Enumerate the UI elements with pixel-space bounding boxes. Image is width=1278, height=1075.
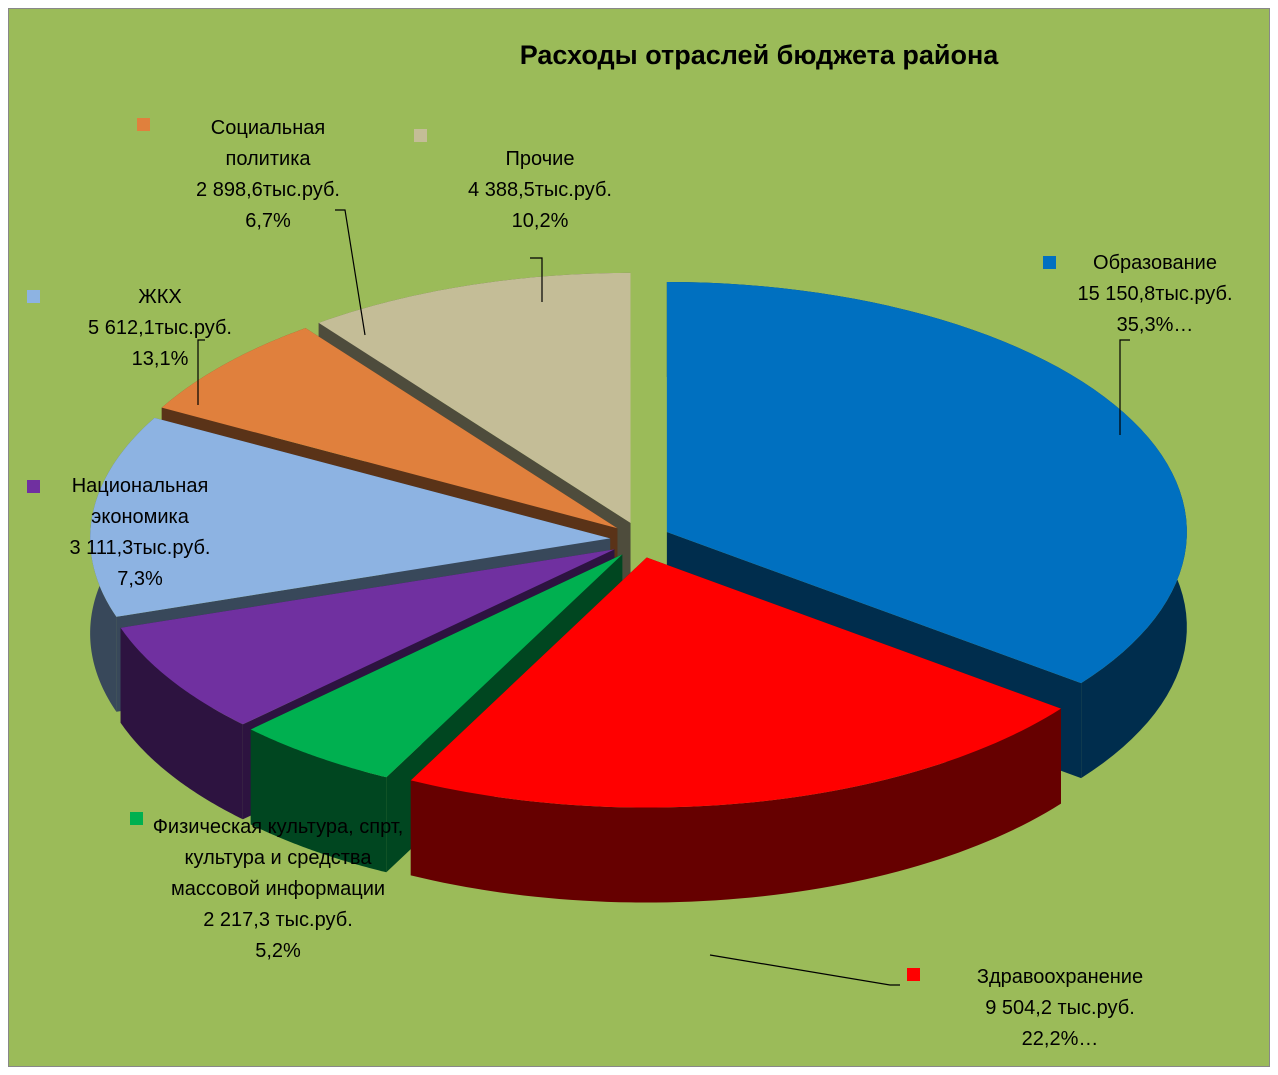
label-name: Образование [1093,252,1217,274]
legend-swatch [414,129,427,142]
slice-side [120,627,243,820]
label-value: 5 612,1тыс.руб. [88,317,232,339]
leader-lines [197,209,1130,986]
label-name: Национальная экономика [71,475,209,528]
leader-line [530,257,543,302]
legend-swatch [27,290,40,303]
chart-title: Расходы отраслей бюджета района [519,40,999,70]
data-label: Прочие 4 388,5тыс.руб. 10,2% [440,144,640,237]
label-percent: 13,1% [131,348,189,370]
label-name: ЖКХ [138,286,182,308]
legend-swatch [137,118,150,131]
label-percent: 35,3%… [1116,314,1194,336]
leader-line [1119,339,1130,435]
data-label: Физическая культура, спрт, культура и ср… [148,812,408,967]
label-name: Социальная политика [210,117,326,170]
slice [666,281,1187,684]
data-label: Здравоохранение 9 504,2 тыс.руб. 22,2%… [950,962,1170,1055]
legend-swatch [27,480,40,493]
label-name: Физическая культура, спрт, культура и ср… [152,816,404,900]
label-name: Прочие [505,148,575,170]
label-value: 4 388,5тыс.руб. [468,179,612,201]
leader-line [335,209,366,336]
label-value: 3 111,3тыс.руб. [69,537,211,559]
slice [250,554,623,778]
label-value: 9 504,2 тыс.руб. [985,997,1135,1019]
data-label: Социальная политика 2 898,6тыс.руб. 6,7% [168,113,368,237]
slice [90,417,611,617]
slice-side [250,729,387,873]
slice [318,272,631,523]
data-label: Образование 15 150,8тыс.руб. 35,3%… [1055,248,1255,341]
legend-swatch [130,812,143,825]
slice [410,557,1061,808]
slice-tops [90,272,1187,808]
label-percent: 6,7% [245,210,291,232]
legend-swatch [1043,256,1056,269]
label-percent: 10,2% [511,210,569,232]
legend-swatch [907,968,920,981]
label-percent: 5,2% [255,940,301,962]
data-label: ЖКХ 5 612,1тыс.руб. 13,1% [70,282,250,375]
leader-line [709,954,900,986]
label-value: 15 150,8тыс.руб. [1077,283,1233,305]
leader-line [197,339,205,405]
data-label: Национальная экономика 3 111,3тыс.руб. 7,3… [40,471,240,595]
slice [161,328,618,529]
label-percent: 7,3% [117,568,163,590]
label-percent: 22,2%… [1021,1028,1099,1050]
label-value: 2 898,6тыс.руб. [196,179,340,201]
label-value: 2 217,3 тыс.руб. [203,909,353,931]
slice-side [410,708,1061,903]
slice [120,549,615,725]
label-name: Здравоохранение [976,966,1144,988]
